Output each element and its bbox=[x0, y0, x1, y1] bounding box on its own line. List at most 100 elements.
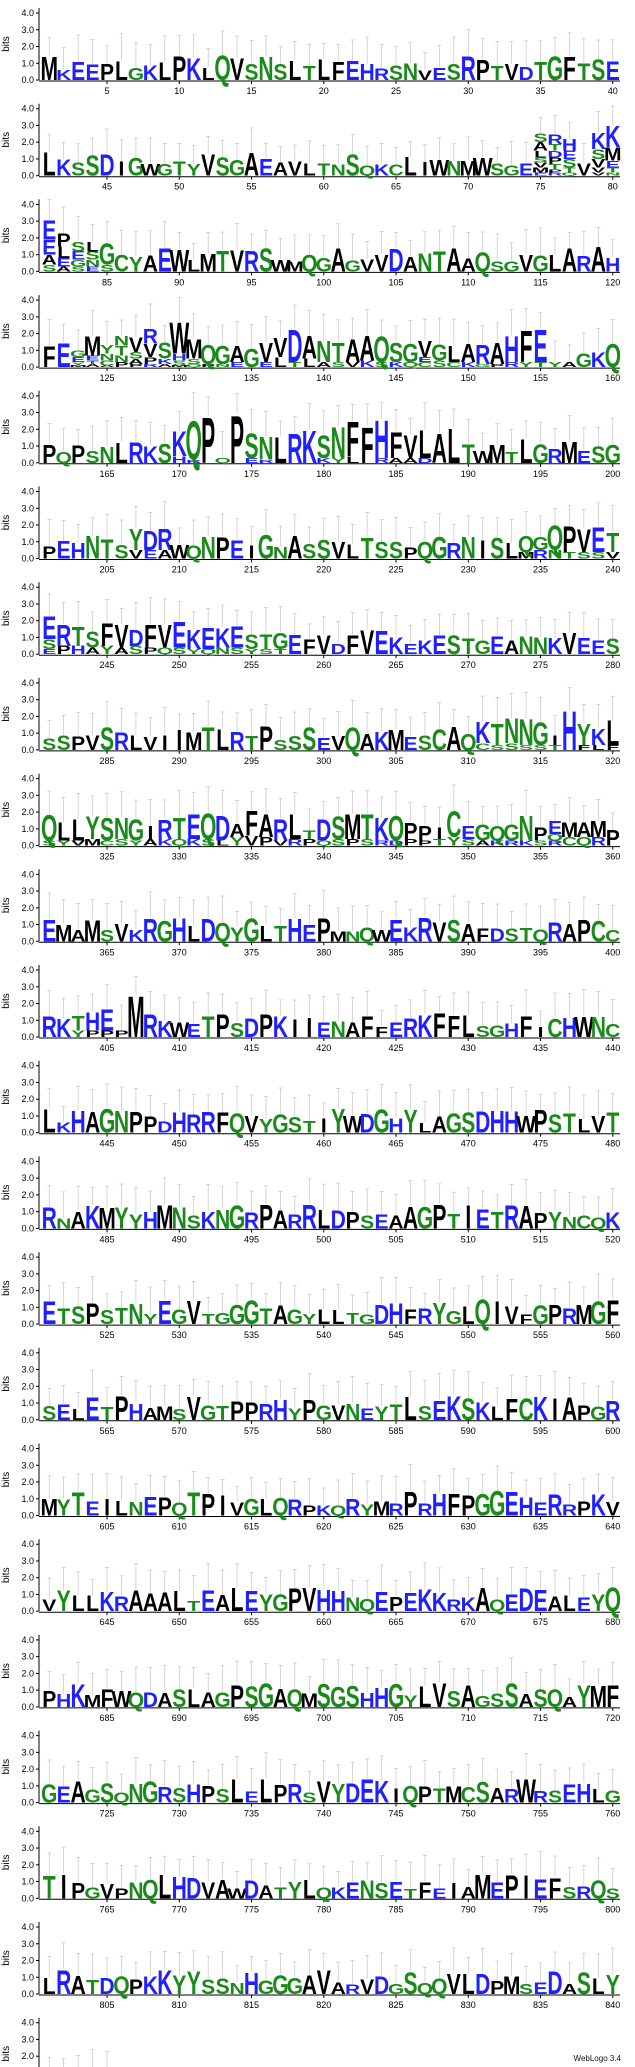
x-tick-label: 490 bbox=[172, 1234, 187, 1244]
logo-letter: S bbox=[606, 635, 620, 659]
logo-letter: M bbox=[387, 725, 405, 757]
logo-letter: Q bbox=[287, 1684, 303, 1712]
logo-letter: H bbox=[504, 1105, 519, 1140]
y-tick-label: 2.0 bbox=[21, 424, 34, 434]
logo-letter: V bbox=[505, 59, 519, 85]
logo-letter: Q bbox=[200, 648, 216, 656]
logo-letter: Y bbox=[129, 522, 143, 557]
logo-letter: S bbox=[331, 809, 345, 846]
logo-letter: L bbox=[606, 715, 619, 754]
logo-letter: F bbox=[43, 342, 56, 374]
logo-letter: V bbox=[519, 249, 534, 277]
x-tick-label: 290 bbox=[172, 756, 187, 766]
logo-letter: G bbox=[258, 1677, 274, 1716]
logo-letter: E bbox=[42, 648, 56, 656]
logo-letter: A bbox=[388, 1213, 403, 1233]
logo-letter: T bbox=[563, 1109, 576, 1139]
logo-letter: F bbox=[549, 1873, 562, 1905]
logo-letter: I bbox=[220, 1490, 226, 1522]
y-tick-label: 4.0 bbox=[21, 1156, 34, 1166]
logo-letter: V bbox=[403, 428, 418, 465]
logo-letter: G bbox=[402, 339, 418, 367]
y-tick-label: 1.0 bbox=[21, 1398, 34, 1408]
x-tick-label: 165 bbox=[100, 469, 115, 479]
logo-letter: Y bbox=[57, 1586, 71, 1618]
logo-letter: G bbox=[272, 1589, 288, 1617]
logo-letter: V bbox=[71, 840, 86, 848]
logo-letter: W bbox=[169, 1018, 190, 1042]
logo-letter: D bbox=[388, 840, 403, 848]
logo-letter: M bbox=[474, 1868, 492, 1907]
x-tick-label: 110 bbox=[461, 277, 475, 287]
logo-letter: E bbox=[533, 1500, 547, 1520]
logo-letter: A bbox=[432, 1112, 447, 1138]
logo-letter: G bbox=[229, 155, 245, 181]
y-tick-label: 2.0 bbox=[21, 1286, 34, 1296]
logo-letter: D bbox=[157, 1118, 172, 1136]
x-tick-label: 135 bbox=[244, 373, 259, 383]
y-tick-label: 3.0 bbox=[21, 1556, 34, 1566]
logo-letter: T bbox=[361, 533, 374, 565]
x-tick-label: 375 bbox=[244, 947, 259, 957]
logo-letter: V bbox=[143, 341, 158, 362]
logo-letter: Q bbox=[605, 1581, 621, 1620]
y-tick-label: 3.0 bbox=[21, 503, 34, 513]
x-tick-label: 220 bbox=[316, 565, 331, 575]
logo-letter: H bbox=[128, 1399, 143, 1425]
logo-letter: V bbox=[114, 919, 129, 947]
logo-letter: E bbox=[548, 818, 562, 839]
logo-letter: M bbox=[84, 1693, 102, 1712]
logo-letter: M bbox=[459, 156, 477, 180]
logo-letter: P bbox=[259, 720, 273, 759]
logo-letter: P bbox=[201, 405, 215, 478]
logo-letter: C bbox=[99, 360, 114, 368]
logo-letter: K bbox=[605, 1207, 620, 1233]
logo-letter: T bbox=[549, 163, 562, 171]
x-tick-label: 40 bbox=[608, 86, 618, 96]
logo-letter: A bbox=[273, 1206, 288, 1235]
logo-letter: G bbox=[272, 1111, 288, 1140]
logo-letter: D bbox=[316, 813, 331, 848]
logo-letter: M bbox=[517, 551, 535, 561]
logo-letter: A bbox=[475, 840, 490, 848]
logo-letter: H bbox=[562, 700, 577, 762]
x-tick-label: 635 bbox=[533, 1522, 548, 1532]
logo-letter: W bbox=[473, 447, 494, 467]
logo-letter: G bbox=[316, 255, 332, 276]
logo-letter: W bbox=[270, 257, 291, 276]
x-tick-label: 580 bbox=[316, 1426, 331, 1436]
logo-letter: A bbox=[490, 336, 505, 371]
y-tick-label: 3.0 bbox=[21, 120, 34, 130]
logo-letter: L bbox=[43, 146, 56, 183]
logo-letter: S bbox=[533, 744, 547, 752]
x-tick-label: 455 bbox=[244, 1139, 259, 1149]
logo-letter: M bbox=[445, 1782, 463, 1808]
logo-letter: A bbox=[56, 266, 71, 274]
x-tick-label: 625 bbox=[389, 1522, 404, 1532]
logo-letter: D bbox=[99, 1973, 114, 1999]
logo-letter: N bbox=[461, 530, 476, 565]
logo-letter: E bbox=[389, 913, 403, 948]
logo-letter: T bbox=[187, 1598, 200, 1614]
logo-letter: L bbox=[231, 1581, 244, 1618]
logo-letter: N bbox=[331, 419, 346, 468]
logo-letter: Y bbox=[57, 840, 72, 848]
logo-letter: N bbox=[215, 1205, 230, 1235]
logo-letter: L bbox=[577, 1116, 590, 1137]
logo-letter: V bbox=[244, 1111, 258, 1138]
x-tick-label: 175 bbox=[244, 469, 259, 479]
logo-letter: G bbox=[532, 1301, 548, 1331]
logo-letter: S bbox=[331, 361, 345, 369]
logo-letter: T bbox=[332, 338, 345, 368]
x-tick-label: 510 bbox=[461, 1234, 476, 1244]
logo-letter: L bbox=[115, 1497, 128, 1520]
logo-letter: P bbox=[201, 1781, 215, 1807]
logo-letter: P bbox=[476, 55, 490, 87]
y-tick-label: 4.0 bbox=[21, 1061, 34, 1071]
y-tick-label: 3.0 bbox=[21, 1269, 34, 1279]
logo-letter: G bbox=[272, 1971, 288, 2001]
logo-letter: Q bbox=[186, 363, 203, 368]
y-tick-label: 2.0 bbox=[21, 999, 34, 1009]
logo-letter: N bbox=[56, 1215, 71, 1231]
